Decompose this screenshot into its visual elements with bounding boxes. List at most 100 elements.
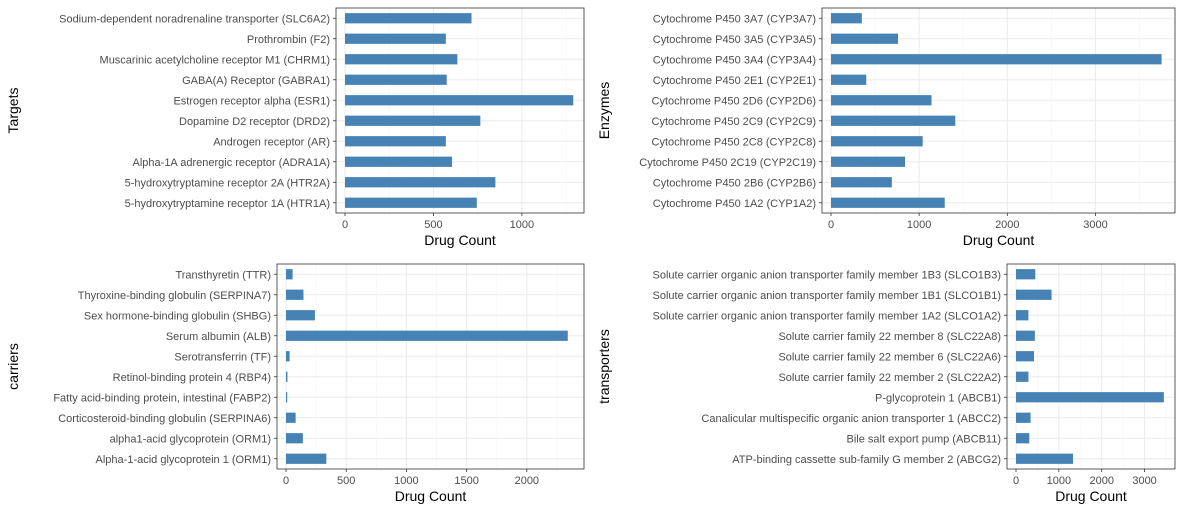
x-axis-title: Drug Count — [424, 232, 496, 248]
bar-enzymes-6 — [831, 74, 867, 85]
y-tick-label: Transthyretin (TTR) — [175, 269, 271, 281]
bar-enzymes-5 — [831, 95, 932, 106]
bar-carriers-9 — [286, 269, 293, 280]
x-tick-label: 2000 — [995, 219, 1019, 231]
bar-targets-6 — [345, 74, 447, 85]
y-tick-label: Alpha-1A adrenergic receptor (ADRA1A) — [133, 157, 330, 169]
y-tick-label: Thyroxine-binding globulin (SERPINA7) — [78, 290, 271, 302]
x-tick-label: 0 — [283, 475, 289, 487]
y-tick-label: Cytochrome P450 3A4 (CYP3A4) — [653, 54, 816, 66]
bar-carriers-7 — [286, 310, 315, 321]
y-tick-label: Serotransferrin (TF) — [174, 351, 271, 363]
y-tick-label: Fatty acid-binding protein, intestinal (… — [53, 392, 271, 404]
panel-border — [276, 263, 585, 470]
y-tick-label: Solute carrier organic anion transporter… — [653, 269, 1001, 281]
x-tick-label: 500 — [337, 475, 355, 487]
bar-enzymes-8 — [831, 33, 898, 44]
x-tick-label: 3000 — [1132, 475, 1156, 487]
bar-enzymes-1 — [831, 177, 892, 188]
y-tick-label: ATP-binding cassette sub-family G member… — [732, 454, 1001, 466]
x-axis-title: Drug Count — [963, 232, 1035, 248]
y-tick-label: Estrogen receptor alpha (ESR1) — [173, 95, 330, 107]
bar-enzymes-3 — [831, 136, 923, 147]
bar-targets-4 — [345, 115, 481, 126]
bar-targets-5 — [345, 95, 574, 106]
y-tick-label: Muscarinic acetylcholine receptor M1 (CH… — [100, 54, 330, 66]
x-tick-label: 1500 — [454, 475, 478, 487]
y-tick-label: Corticosteroid-binding globulin (SERPINA… — [58, 413, 271, 425]
y-tick-label: Cytochrome P450 2B6 (CYP2B6) — [653, 177, 816, 189]
x-tick-label: 1000 — [907, 219, 931, 231]
x-tick-label: 2000 — [1089, 475, 1113, 487]
panel-background — [277, 264, 584, 469]
x-tick-label: 0 — [828, 219, 834, 231]
y-tick-label: alpha1-acid glycoprotein (ORM1) — [110, 433, 271, 445]
y-tick-label: Cytochrome P450 2C9 (CYP2C9) — [652, 116, 816, 128]
bar-transporters-4 — [1016, 371, 1029, 382]
bar-transporters-7 — [1016, 310, 1029, 321]
x-tick-label: 1000 — [394, 475, 418, 487]
y-tick-label: Androgen receptor (AR) — [213, 136, 330, 148]
panel-border — [821, 7, 1176, 214]
bar-enzymes-2 — [831, 156, 906, 167]
y-tick-label: Solute carrier organic anion transporter… — [653, 290, 1001, 302]
bar-carriers-6 — [286, 330, 568, 341]
bar-transporters-2 — [1016, 412, 1031, 423]
x-tick-label: 0 — [1013, 475, 1019, 487]
bar-enzymes-4 — [831, 115, 956, 126]
y-axis-title: Enzymes — [596, 82, 612, 140]
y-tick-label: Sex hormone-binding globulin (SHBG) — [84, 310, 271, 322]
y-axis-title: carriers — [5, 343, 21, 390]
bar-targets-1 — [345, 177, 496, 188]
x-axis-title: Drug Count — [1055, 488, 1127, 504]
y-tick-label: Canalicular multispecific organic anion … — [701, 413, 1001, 425]
bar-targets-3 — [345, 136, 446, 147]
y-tick-label: Solute carrier family 22 member 2 (SLC22… — [778, 372, 1001, 384]
bar-enzymes-7 — [831, 54, 1162, 65]
bar-transporters-6 — [1016, 330, 1035, 341]
carriers-chart: Alpha-1-acid glycoprotein 1 (ORM1) alpha1… — [5, 263, 585, 504]
transporters-chart: ATP-binding cassette sub-family G member… — [596, 263, 1176, 504]
panel-border — [335, 7, 585, 214]
bar-carriers-0 — [286, 453, 327, 464]
x-tick-label: 1000 — [1047, 475, 1071, 487]
y-tick-label: Solute carrier family 22 member 8 (SLC22… — [778, 331, 1001, 343]
y-tick-label: Alpha-1-acid glycoprotein 1 (ORM1) — [96, 454, 271, 466]
y-tick-label: Prothrombin (F2) — [247, 34, 330, 46]
bar-carriers-3 — [286, 392, 288, 403]
y-tick-label: 5-hydroxytryptamine receptor 2A (HTR2A) — [125, 177, 330, 189]
y-tick-label: Cytochrome P450 2C8 (CYP2C8) — [652, 136, 816, 148]
y-tick-label: Sodium-dependent noradrenaline transport… — [59, 13, 330, 25]
x-tick-label: 0 — [342, 219, 348, 231]
y-tick-label: Serum albumin (ALB) — [166, 331, 271, 343]
y-tick-label: Cytochrome P450 1A2 (CYP1A2) — [653, 198, 816, 210]
y-tick-label: Cytochrome P450 3A5 (CYP3A5) — [653, 34, 816, 46]
y-tick-label: Solute carrier organic anion transporter… — [653, 310, 1001, 322]
y-tick-label: 5-hydroxytryptamine receptor 1A (HTR1A) — [125, 198, 330, 210]
y-tick-label: Cytochrome P450 2C19 (CYP2C19) — [639, 157, 816, 169]
bar-carriers-1 — [286, 433, 303, 444]
bar-transporters-8 — [1016, 289, 1052, 300]
x-tick-label: 3000 — [1083, 219, 1107, 231]
bar-enzymes-0 — [831, 197, 945, 208]
bar-transporters-1 — [1016, 433, 1030, 444]
panel-border — [1006, 263, 1176, 470]
y-tick-label: Retinol-binding protein 4 (RBP4) — [113, 372, 271, 384]
bar-targets-7 — [345, 54, 458, 65]
bar-targets-8 — [345, 33, 446, 44]
y-tick-label: Solute carrier family 22 member 6 (SLC22… — [778, 351, 1001, 363]
y-tick-label: Cytochrome P450 2D6 (CYP2D6) — [652, 95, 816, 107]
bar-targets-0 — [345, 197, 477, 208]
y-tick-label: P-glycoprotein 1 (ABCB1) — [875, 392, 1001, 404]
targets-chart: 5-hydroxytryptamine receptor 1A (HTR1A) 5… — [5, 7, 585, 248]
bar-carriers-4 — [286, 371, 288, 382]
y-tick-label: Bile salt export pump (ABCB11) — [847, 433, 1001, 445]
bar-targets-9 — [345, 13, 472, 24]
x-tick-label: 500 — [424, 219, 442, 231]
y-tick-label: Cytochrome P450 2E1 (CYP2E1) — [653, 75, 816, 87]
bar-transporters-5 — [1016, 351, 1034, 362]
y-axis-title: Targets — [5, 88, 21, 134]
bar-transporters-3 — [1016, 392, 1164, 403]
bar-transporters-0 — [1016, 453, 1073, 464]
